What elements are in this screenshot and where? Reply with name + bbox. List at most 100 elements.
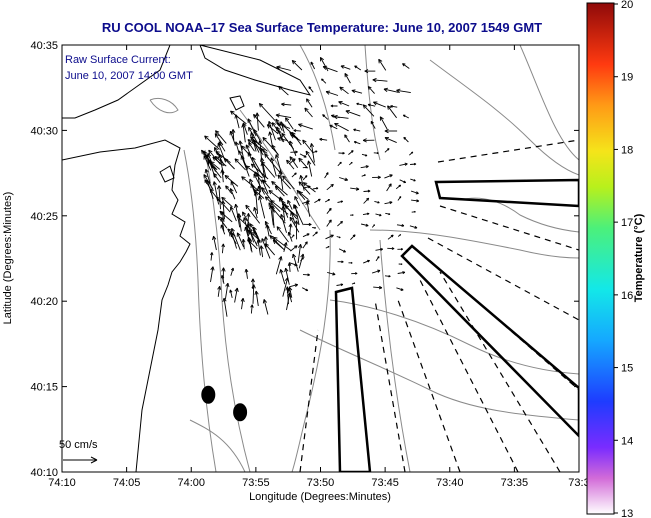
current-vector (362, 212, 370, 216)
current-vector (348, 150, 354, 155)
wedge-boundary (439, 205, 579, 251)
current-vector (374, 200, 380, 204)
current-vector (217, 142, 226, 162)
current-vector (351, 272, 358, 275)
current-vector (293, 129, 301, 133)
current-vector (256, 239, 261, 256)
current-vector (398, 263, 403, 266)
y-tick-label: 40:30 (30, 125, 58, 137)
y-axis-label: Latitude (Degrees:Minutes) (2, 192, 14, 325)
survey-wedges (299, 139, 579, 472)
current-vector (246, 213, 251, 232)
colorbar-tick-label: 15 (621, 363, 633, 375)
current-vector (387, 105, 397, 119)
colorbar-tick-label: 19 (621, 72, 633, 84)
x-tick-label: 73:55 (242, 477, 270, 489)
bathy-contour (364, 45, 381, 161)
current-vector (387, 234, 394, 240)
current-vector (268, 120, 276, 141)
current-vector (234, 158, 246, 171)
current-vector (385, 212, 391, 216)
current-vector (294, 220, 299, 240)
bathy-contour (329, 299, 579, 375)
current-vector (326, 219, 332, 227)
current-vector (221, 200, 226, 220)
current-vector (280, 213, 287, 233)
current-vector (384, 174, 393, 179)
current-vector (230, 232, 238, 249)
current-vector (249, 230, 258, 247)
current-vector (288, 262, 298, 267)
current-vector (279, 269, 286, 285)
current-vector (396, 224, 405, 227)
current-vector (397, 234, 402, 237)
current-vector (384, 201, 393, 205)
scale-label: 50 cm/s (59, 439, 98, 451)
x-axis-label: Longitude (Degrees:Minutes) (249, 491, 391, 503)
current-vector (254, 171, 262, 182)
bathy-contour (189, 419, 246, 472)
current-vector (292, 253, 299, 272)
current-vector (375, 213, 382, 217)
current-vector (301, 287, 309, 292)
current-vector (299, 153, 307, 158)
current-vector (351, 89, 363, 94)
current-vector (303, 185, 311, 189)
station-marker (233, 403, 248, 422)
current-vector (269, 235, 285, 251)
current-vector (220, 224, 226, 235)
chart-title: RU COOL NOAA–17 Sea Surface Temperature:… (102, 20, 542, 35)
current-vector (322, 65, 338, 73)
current-vector (285, 117, 294, 130)
bathy-contour (204, 149, 251, 472)
current-vector (253, 113, 265, 128)
current-vector (373, 152, 379, 155)
current-vector (379, 116, 388, 130)
current-vector (268, 131, 273, 146)
current-vector (264, 196, 281, 213)
current-vector (229, 289, 233, 299)
current-vector (247, 152, 259, 174)
current-vector (212, 235, 217, 251)
current-vector (354, 65, 362, 71)
bathy-contour (299, 329, 579, 421)
current-vector (302, 233, 310, 238)
current-vector (308, 86, 314, 93)
current-vector (314, 198, 321, 203)
current-vector (371, 269, 381, 274)
current-vector (338, 248, 346, 253)
current-vector (289, 156, 299, 169)
current-vector (240, 155, 250, 177)
current-vector (270, 199, 289, 215)
current-vector (294, 196, 301, 207)
current-vector (399, 179, 407, 184)
current-vector (324, 199, 330, 203)
current-vector (276, 122, 291, 129)
current-vector (337, 220, 343, 227)
coast-segment (199, 45, 312, 96)
current-vector (370, 120, 376, 129)
current-vector (277, 136, 289, 142)
current-vector (337, 200, 343, 203)
coast-segment (62, 45, 171, 119)
y-tick-label: 40:35 (30, 40, 58, 52)
current-vector (289, 216, 300, 233)
scale-arrow (63, 456, 98, 464)
current-vector (238, 140, 246, 165)
current-vector (329, 124, 338, 130)
current-vector (261, 238, 271, 259)
x-tick-label: 73:50 (307, 477, 335, 489)
current-vector (373, 101, 386, 108)
current-vector (253, 207, 258, 219)
current-vector (245, 144, 252, 157)
current-vector (275, 256, 283, 275)
current-vector (390, 104, 398, 108)
current-vector (361, 174, 366, 177)
current-vector (371, 224, 376, 228)
current-vector (321, 78, 327, 84)
current-vector (274, 154, 283, 175)
current-vector (300, 257, 304, 262)
current-vector (289, 283, 298, 288)
current-vector (312, 226, 316, 229)
current-vector (298, 253, 305, 269)
